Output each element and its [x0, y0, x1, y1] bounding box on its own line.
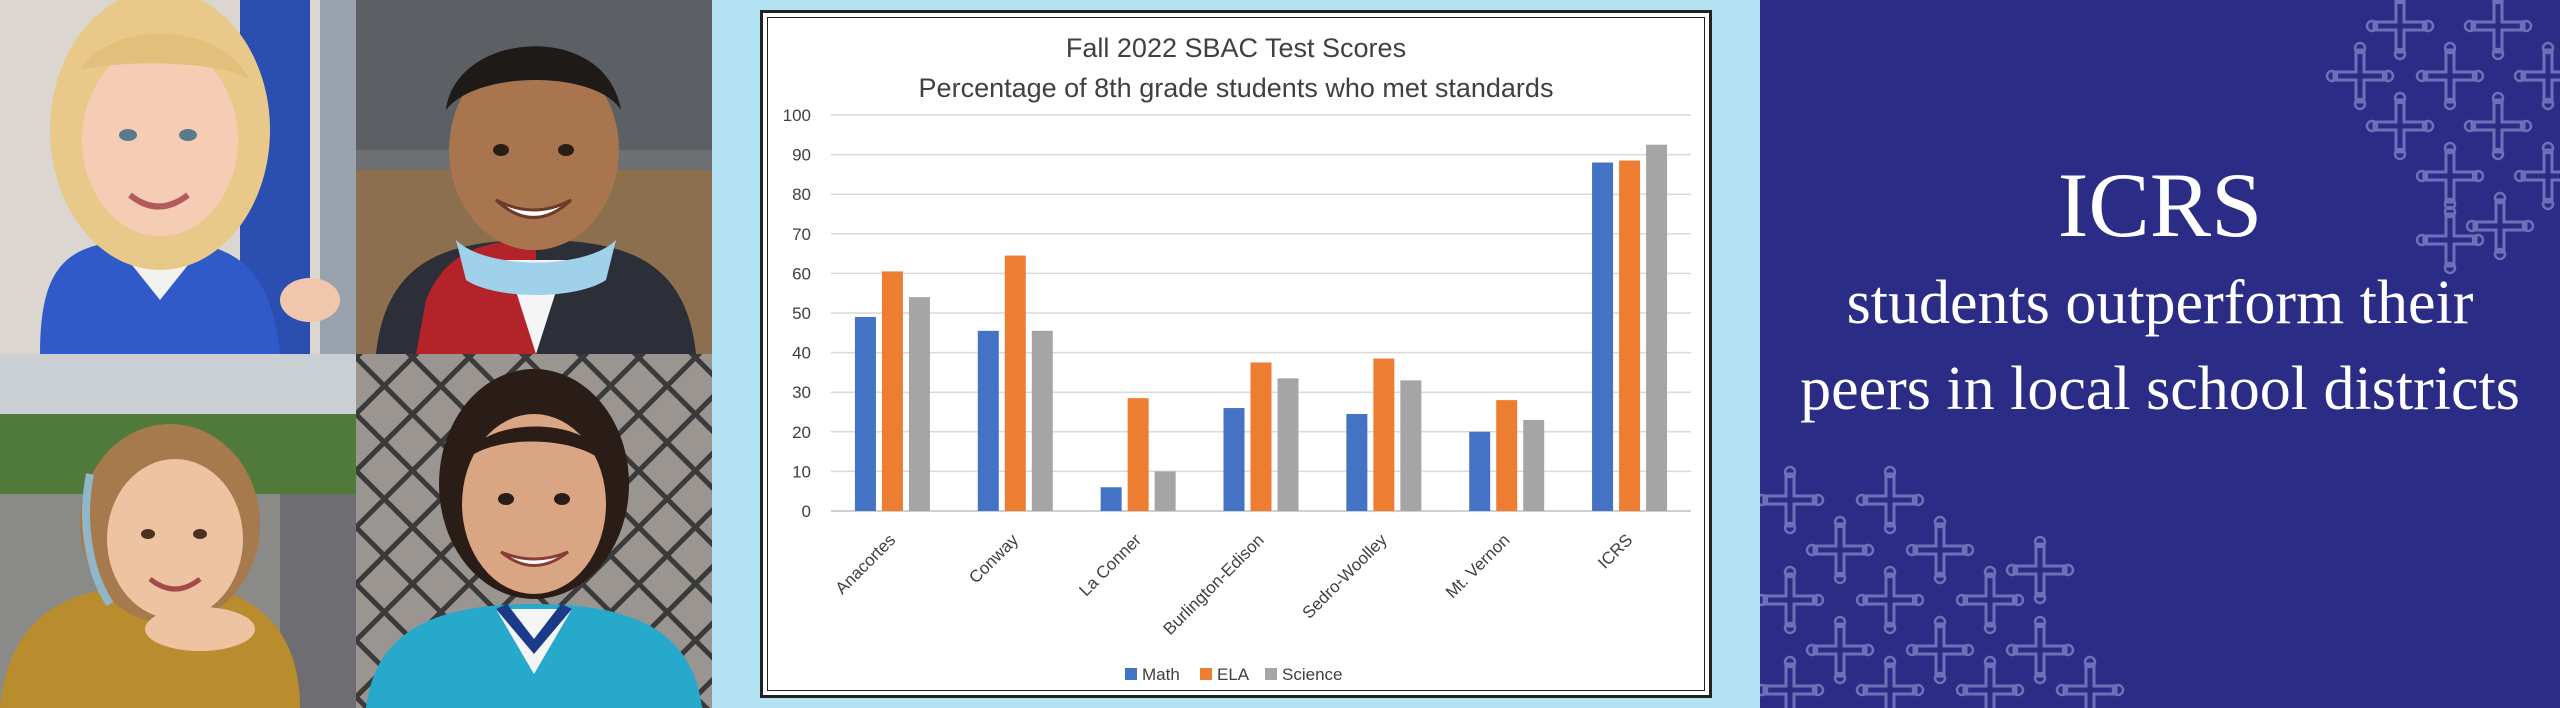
legend-label-science: Science [1282, 665, 1342, 684]
cross-icon [2463, 0, 2533, 61]
icrs-banner: ICRS students outperform their peers in … [1760, 0, 2560, 708]
cross-icon [2415, 41, 2485, 111]
y-tick-label: 90 [792, 146, 811, 165]
cross-icon [1760, 465, 1825, 535]
chart-subtitle: Percentage of 8th grade students who met… [919, 73, 1554, 103]
cross-icon [1955, 565, 2025, 635]
y-tick-label: 60 [792, 264, 811, 283]
photo-smiling-boy [356, 0, 712, 354]
bar-science-sedro-woolley [1400, 380, 1422, 511]
x-tick-label: ICRS [1594, 530, 1636, 572]
x-tick-label: Mt. Vernon [1442, 530, 1514, 602]
x-tick-label: Anacortes [832, 530, 900, 598]
x-tick-label: Conway [965, 530, 1022, 587]
cross-icon [1905, 515, 1975, 585]
y-tick-label: 10 [792, 462, 811, 481]
banner-title: ICRS [2057, 154, 2263, 256]
cross-icon [1855, 655, 1925, 708]
sbac-bar-chart: 0 10 20 30 40 50 60 70 80 90 100 Anacortes Conway La… [783, 33, 1691, 684]
y-tick-label: 70 [792, 225, 811, 244]
bar-ela-icrs [1619, 160, 1641, 512]
bar-science-mt-vernon [1523, 419, 1545, 511]
cross-icon [1805, 615, 1875, 685]
photo-girl-in-teal-jacket [356, 354, 712, 708]
bar-math-burlington-edison [1223, 408, 1245, 511]
y-tick-label: 80 [792, 185, 811, 204]
bar-ela-anacortes [881, 271, 903, 511]
legend-swatch-math [1125, 668, 1137, 680]
bar-math-mt-vernon [1469, 431, 1491, 511]
photo-curly-haired-boy [0, 354, 356, 708]
bar-science-la-conner [1154, 471, 1176, 511]
cross-icon [1905, 615, 1975, 685]
cross-icon [2513, 41, 2560, 111]
legend-label-ela: ELA [1217, 665, 1250, 684]
cross-icon [1855, 465, 1925, 535]
cross-icon [2365, 0, 2435, 61]
photo-blonde-girl [0, 0, 356, 354]
banner-subtitle: students outperform their peers in local… [1800, 269, 2520, 423]
legend-swatch-science [1265, 668, 1277, 680]
bar-science-icrs [1646, 144, 1668, 511]
cross-pattern [1760, 0, 2560, 708]
x-tick-label: Burlington-Edison [1159, 530, 1267, 638]
x-tick-label: La Conner [1075, 530, 1145, 600]
bar-science-conway [1031, 330, 1053, 511]
chart-legend: Math ELA Science [1125, 665, 1342, 684]
chart-frame: 0 10 20 30 40 50 60 70 80 90 100 Anacortes Conway La… [760, 10, 1712, 698]
bar-ela-sedro-woolley [1373, 358, 1395, 511]
bar-ela-burlington-edison [1250, 362, 1272, 511]
bar-ela-mt-vernon [1496, 400, 1518, 511]
bar-math-la-conner [1100, 487, 1122, 511]
student-photo-collage [0, 0, 712, 708]
cross-icon [1760, 655, 1825, 708]
x-axis-labels: Anacortes Conway La Conner Burlington-Ediso… [832, 530, 1637, 639]
bar-math-conway [977, 330, 999, 511]
legend-label-math: Math [1142, 665, 1180, 684]
cross-icon [1955, 655, 2025, 708]
chart-panel: 0 10 20 30 40 50 60 70 80 90 100 Anacortes Conway La… [712, 0, 1760, 708]
cross-icon [2465, 191, 2535, 261]
y-tick-label: 30 [792, 383, 811, 402]
cross-icon [1805, 515, 1875, 585]
legend-swatch-ela [1200, 668, 1212, 680]
banner-text: ICRS students outperform their peers in … [1760, 150, 2560, 432]
bar-math-sedro-woolley [1346, 413, 1368, 511]
cross-icon [2005, 615, 2075, 685]
bars [854, 144, 1668, 512]
cross-icon [2415, 141, 2485, 211]
cross-icon [1760, 565, 1825, 635]
chart-title: Fall 2022 SBAC Test Scores [1066, 33, 1406, 63]
y-tick-label: 100 [783, 106, 811, 125]
y-tick-label: 50 [792, 304, 811, 323]
y-tick-label: 20 [792, 423, 811, 442]
bar-science-burlington-edison [1277, 378, 1299, 511]
cross-icon [1855, 565, 1925, 635]
cross-icon [2365, 91, 2435, 161]
bar-ela-la-conner [1127, 398, 1149, 511]
y-tick-label: 40 [792, 344, 811, 363]
gridlines [831, 114, 1691, 512]
cross-icon [2513, 141, 2560, 211]
cross-icon [2005, 535, 2075, 605]
bar-math-icrs [1592, 162, 1614, 511]
bar-ela-conway [1004, 255, 1026, 511]
bar-science-anacortes [908, 297, 930, 511]
y-tick-label: 0 [802, 502, 811, 521]
y-axis-ticks: 0 10 20 30 40 50 60 70 80 90 100 [783, 106, 811, 521]
cross-icon [2463, 91, 2533, 161]
cross-icon [2055, 655, 2125, 708]
bar-math-anacortes [854, 316, 876, 511]
cross-icon [2325, 41, 2395, 111]
x-tick-label: Sedro-Woolley [1299, 530, 1391, 622]
cross-icon [2415, 205, 2485, 275]
